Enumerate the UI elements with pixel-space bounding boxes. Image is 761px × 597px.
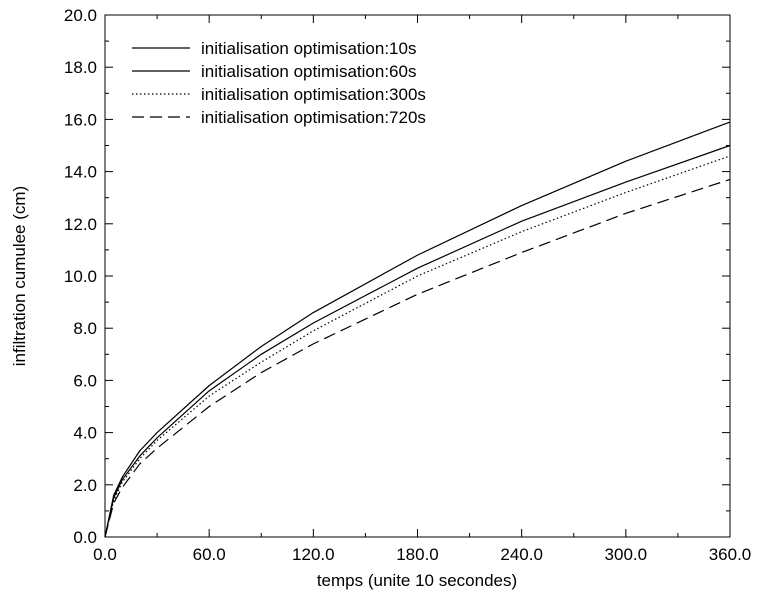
x-tick-label: 180.0 [396, 545, 439, 564]
y-tick-label: 4.0 [73, 424, 97, 443]
x-tick-label: 360.0 [709, 545, 752, 564]
y-tick-label: 6.0 [73, 371, 97, 390]
y-tick-label: 20.0 [64, 6, 97, 25]
axis-ticks [104, 14, 731, 538]
x-tick-label: 300.0 [605, 545, 648, 564]
y-tick-label: 16.0 [64, 110, 97, 129]
legend-label-1: initialisation optimisation:10s [201, 39, 416, 58]
x-tick-label: 60.0 [193, 545, 226, 564]
y-tick-label: 2.0 [73, 476, 97, 495]
series-line-2 [104, 144, 731, 538]
legend-label-2: initialisation optimisation:60s [201, 62, 416, 81]
x-tick-label: 240.0 [500, 545, 543, 564]
series-line-4 [104, 178, 731, 538]
legend: initialisation optimisation:10s initialis… [132, 39, 426, 127]
y-tick-label: 8.0 [73, 319, 97, 338]
series-line-1 [104, 121, 731, 538]
y-tick-label: 0.0 [73, 528, 97, 547]
x-tick-label: 120.0 [292, 545, 335, 564]
series-line-3 [104, 155, 731, 538]
y-tick-label: 14.0 [64, 163, 97, 182]
tick-labels: 0.0 60.0 120.0 180.0 240.0 300.0 360.0 0.0 2.0 4.… [64, 6, 751, 564]
y-tick-label: 12.0 [64, 215, 97, 234]
x-tick-label: 0.0 [93, 545, 117, 564]
series-lines [104, 121, 731, 538]
y-tick-label: 10.0 [64, 267, 97, 286]
legend-label-3: initialisation optimisation:300s [201, 85, 426, 104]
y-tick-label: 18.0 [64, 58, 97, 77]
legend-label-4: initialisation optimisation:720s [201, 108, 426, 127]
x-axis-label: temps (unite 10 secondes) [317, 571, 517, 590]
y-axis-label: infiltration cumulee (cm) [10, 186, 29, 366]
